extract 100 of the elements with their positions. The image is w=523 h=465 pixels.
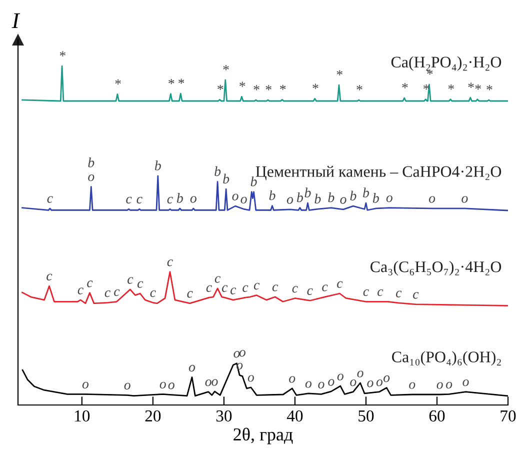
annotation: o [239,350,246,357]
annotation: c [187,291,193,298]
annotation: o [357,370,364,378]
annotation: c [272,284,278,292]
series-label: Ca(H₂PO₄)₂·H₂O [391,56,502,71]
annotation: c [136,196,142,204]
annotation: b [176,193,183,203]
annotation: * [280,84,286,90]
annotation: * [402,83,408,88]
annotation: b [214,166,221,176]
annotation: o [367,380,374,388]
annotation: * [115,79,121,84]
annotation: c [363,289,369,296]
annotation: o [386,195,392,202]
annotation: b [350,190,356,200]
annotation: o [462,196,468,203]
annotation: o [168,382,174,390]
annotation: * [468,82,474,88]
annotation: o [376,380,383,386]
annotation: o [88,174,94,182]
annotation: c [167,260,173,266]
annotation: * [448,84,454,90]
annotation: o [305,381,312,388]
annotation: * [240,82,246,87]
annotation: o [160,382,166,389]
annotation: c [230,288,236,294]
x-tick-label: 70 [500,410,516,422]
annotation: b [88,157,94,168]
annotation: c [337,281,343,288]
annotation: * [312,84,318,89]
annotation: b [328,192,334,202]
annotation: c [167,196,173,204]
annotation: b [250,176,257,186]
x-tick-label: 30 [216,410,232,422]
annotation: * [427,70,433,75]
annotation: o [212,379,218,386]
x-tick-label: 50 [358,410,374,422]
annotation: c [114,289,120,296]
annotation: o [462,380,469,386]
annotation: * [178,78,184,84]
annotation: o [205,380,212,386]
annotation: b [154,160,161,170]
annotation: o [428,196,436,203]
x-tick-label: 10 [75,410,90,422]
annotation: o [340,197,346,204]
x-axis-title: 2θ, град [234,428,293,444]
annotation: o [350,380,356,386]
annotation: * [336,70,342,76]
annotation: b [296,192,303,202]
annotation: c [307,288,313,296]
x-tick-label: 40 [286,410,303,422]
annotation: o [384,375,390,382]
annotation: o [240,196,247,204]
series-label: Ca₃(C₆H₅O₇)₂·4H₂O [370,260,502,276]
annotation: o [232,194,238,200]
annotation: b [363,188,370,198]
annotation: c [206,285,212,292]
annotation: c [378,289,384,296]
annotation: o [188,364,196,372]
annotation: * [218,84,224,90]
annotation: c [214,276,220,283]
annotation: o [409,382,416,389]
annotation: b [372,193,379,203]
annotation: * [223,65,229,70]
annotation: c [128,277,134,284]
annotation: * [60,51,66,56]
annotation: * [254,85,260,90]
annotation: b [314,194,321,204]
annotation: o [289,376,296,383]
series-label: Цементный камень – CaHPO4·2H₂O [256,166,502,180]
annotation: c [126,196,132,204]
annotation: * [486,85,492,90]
annotation: c [322,284,328,292]
annotation: o [436,382,443,389]
annotation: o [190,196,196,203]
annotation: * [168,79,174,84]
annotation: b [269,190,276,200]
annotation: o [124,382,130,390]
annotation: c [413,292,419,299]
series-label: Ca₁₀(PO₄)₆(OH)₂ [392,351,501,366]
annotation: c [254,282,260,290]
annotation: * [475,84,481,90]
annotation: o [248,375,254,382]
annotation: c [47,196,53,203]
annotation: c [222,285,228,292]
annotation: c [104,290,110,298]
annotation: c [150,290,156,298]
x-tick-label: 60 [429,410,445,422]
annotation: c [78,288,84,294]
annotation: o [328,379,334,386]
y-axis-title: I [12,13,20,28]
annotation: * [356,85,362,90]
annotation: b [223,174,230,184]
annotation: c [292,286,298,293]
annotation: c [137,281,144,288]
x-tick-label: 20 [145,410,161,422]
annotation: o [446,382,452,389]
annotation: o [318,382,324,389]
annotation: o [337,374,344,380]
annotation: c [46,274,52,280]
